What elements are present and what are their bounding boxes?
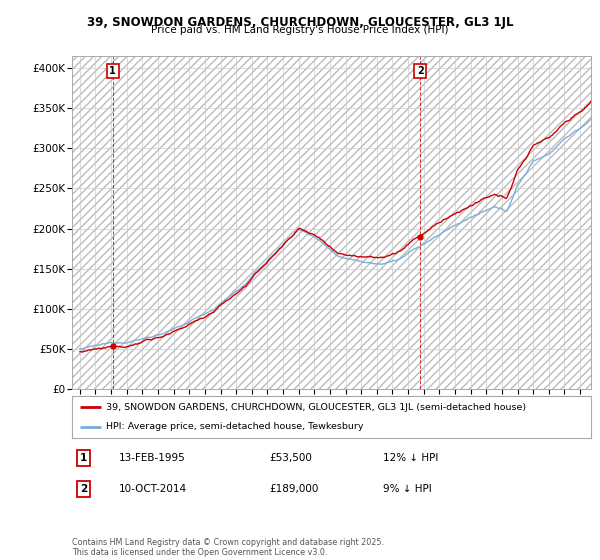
Text: £189,000: £189,000: [269, 484, 319, 494]
Text: 2: 2: [80, 484, 87, 494]
Text: 1: 1: [109, 66, 116, 76]
Text: Contains HM Land Registry data © Crown copyright and database right 2025.
This d: Contains HM Land Registry data © Crown c…: [72, 538, 384, 557]
Text: 1: 1: [80, 453, 87, 463]
Text: Price paid vs. HM Land Registry's House Price Index (HPI): Price paid vs. HM Land Registry's House …: [151, 25, 449, 35]
Text: HPI: Average price, semi-detached house, Tewkesbury: HPI: Average price, semi-detached house,…: [106, 422, 363, 431]
Text: 9% ↓ HPI: 9% ↓ HPI: [383, 484, 432, 494]
Text: 39, SNOWDON GARDENS, CHURCHDOWN, GLOUCESTER, GL3 1JL: 39, SNOWDON GARDENS, CHURCHDOWN, GLOUCES…: [87, 16, 513, 29]
Text: £53,500: £53,500: [269, 453, 312, 463]
Text: 10-OCT-2014: 10-OCT-2014: [119, 484, 187, 494]
Text: 13-FEB-1995: 13-FEB-1995: [119, 453, 185, 463]
Text: 12% ↓ HPI: 12% ↓ HPI: [383, 453, 439, 463]
Text: 2: 2: [417, 66, 424, 76]
Text: 39, SNOWDON GARDENS, CHURCHDOWN, GLOUCESTER, GL3 1JL (semi-detached house): 39, SNOWDON GARDENS, CHURCHDOWN, GLOUCES…: [106, 403, 526, 412]
